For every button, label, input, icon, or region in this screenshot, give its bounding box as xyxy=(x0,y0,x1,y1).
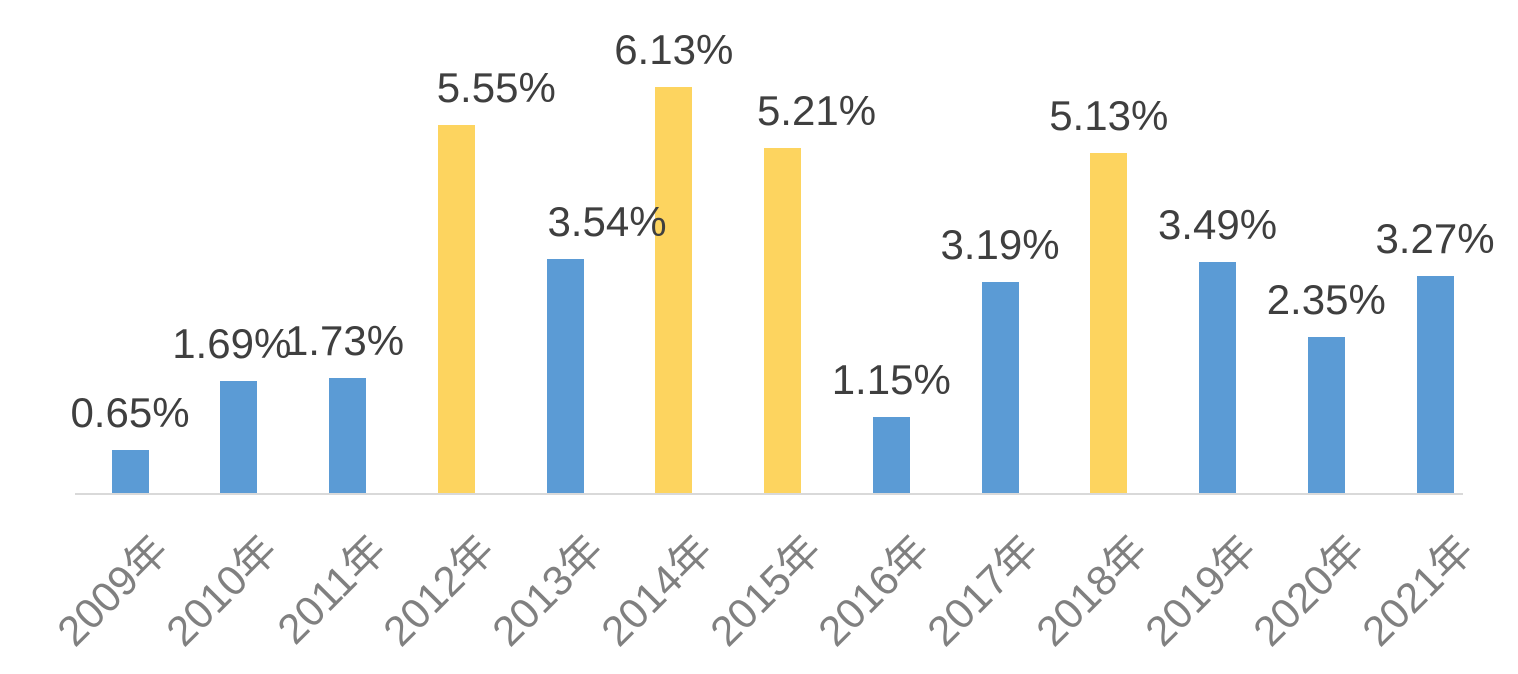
data-label: 3.19% xyxy=(940,220,1060,268)
x-axis-label: 2019年 xyxy=(1135,525,1265,655)
x-axis-label: 2018年 xyxy=(1026,525,1156,655)
data-label: 1.15% xyxy=(831,355,951,403)
bar xyxy=(329,378,366,493)
x-axis-label: 2015年 xyxy=(700,525,830,655)
x-axis-label: 2016年 xyxy=(809,525,939,655)
data-label: 2.35% xyxy=(1266,275,1386,323)
data-label: 5.55% xyxy=(436,63,556,111)
x-axis-label: 2013年 xyxy=(483,525,613,655)
bar xyxy=(220,381,258,493)
data-label: 0.65% xyxy=(70,388,190,436)
data-label: 3.54% xyxy=(547,197,667,245)
x-axis-label: 2020年 xyxy=(1244,525,1374,655)
bar xyxy=(981,282,1019,493)
bar xyxy=(764,148,801,493)
data-label: 5.21% xyxy=(756,86,877,134)
data-label: 1.73% xyxy=(284,316,405,364)
data-label: 5.13% xyxy=(1049,91,1169,139)
x-axis-label: 2011年 xyxy=(267,525,395,653)
bar xyxy=(546,259,584,493)
bar xyxy=(655,87,693,493)
x-axis-line xyxy=(75,493,1463,495)
bar xyxy=(1090,153,1128,493)
bar xyxy=(1416,276,1454,493)
x-axis-label: 2010年 xyxy=(156,525,286,655)
data-label: 3.49% xyxy=(1157,200,1278,248)
data-label: 3.27% xyxy=(1375,214,1495,262)
x-axis-label: 2017年 xyxy=(918,525,1048,655)
bar xyxy=(111,450,149,493)
x-axis-label: 2012年 xyxy=(374,525,504,655)
data-label: 1.69% xyxy=(172,319,292,367)
x-axis-label: 2014年 xyxy=(591,525,721,655)
bar xyxy=(872,417,910,493)
bar xyxy=(1199,262,1236,493)
data-label: 6.13% xyxy=(614,25,734,73)
x-axis-label: 2009年 xyxy=(48,525,178,655)
x-axis-label: 2021年 xyxy=(1353,525,1483,655)
bar xyxy=(1307,337,1345,493)
bar xyxy=(437,125,475,493)
